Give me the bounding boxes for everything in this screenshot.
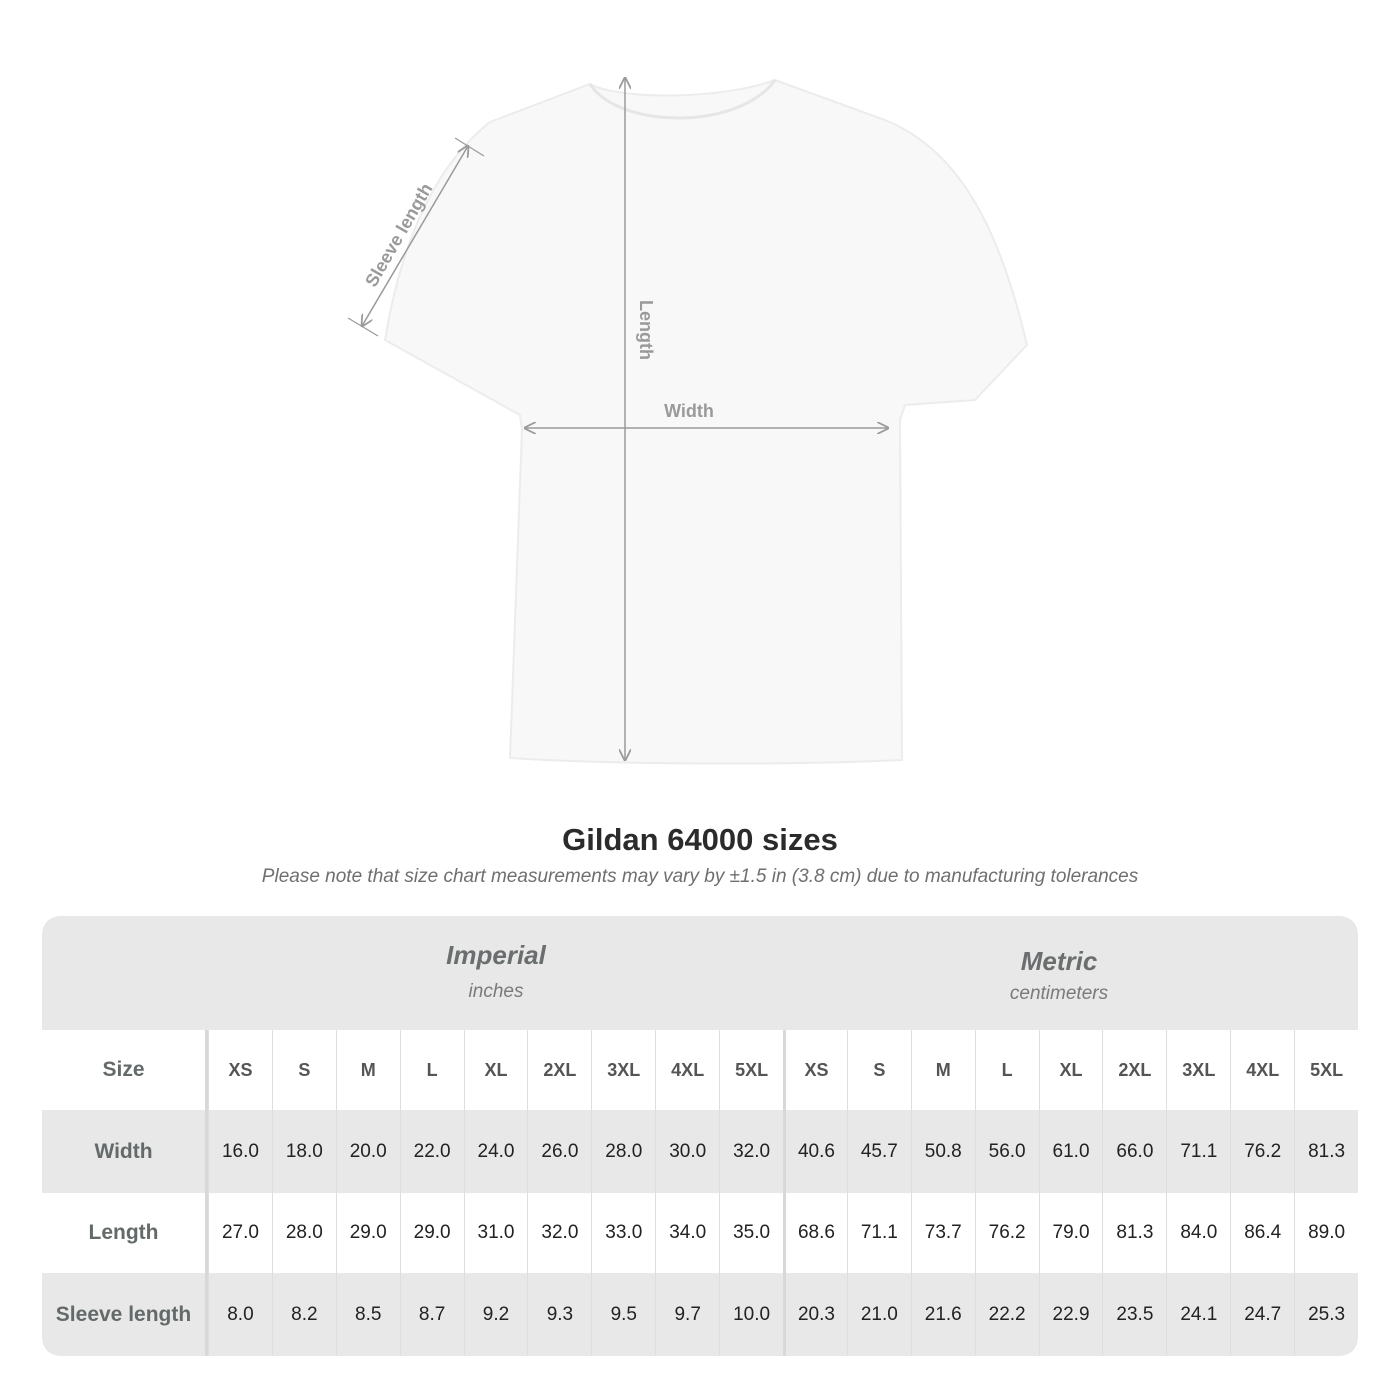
metric-value-cell: 84.0 <box>1166 1193 1230 1273</box>
imperial-value-cell: 8.7 <box>399 1273 464 1356</box>
size-header-cell: XS <box>783 1030 847 1110</box>
metric-title: Metric <box>1020 946 1098 976</box>
imperial-value-cell: 9.2 <box>463 1273 528 1356</box>
imperial-value-cell: 28.0 <box>271 1193 336 1273</box>
table-row: Length 27.0 28.0 29.0 29.0 31.0 32.0 33.0 34.0 35… <box>42 1193 1358 1273</box>
size-header-cell: 5XL <box>719 1030 783 1110</box>
imperial-value-cell: 18.0 <box>271 1110 336 1193</box>
metric-value-cell: 61.0 <box>1038 1110 1103 1193</box>
size-header-cell: M <box>335 1030 400 1110</box>
imperial-title: Imperial <box>446 940 546 970</box>
imperial-value-cell: 8.2 <box>271 1273 336 1356</box>
imperial-value-cell: 9.7 <box>655 1273 719 1356</box>
metric-value-cell: 20.3 <box>783 1273 847 1356</box>
metric-value-cell: 73.7 <box>910 1193 975 1273</box>
sleeve-tick <box>347 317 379 337</box>
imperial-value-cell: 22.0 <box>399 1110 464 1193</box>
table-header-band <box>42 916 1358 1030</box>
size-header-cell: 5XL <box>1294 1030 1358 1110</box>
length-label: Length <box>636 300 656 360</box>
metric-value-cell: 24.7 <box>1230 1273 1294 1356</box>
row-label: Size <box>42 1030 208 1110</box>
imperial-value-cell: 10.0 <box>719 1273 783 1356</box>
imperial-value-cell: 30.0 <box>655 1110 719 1193</box>
size-header-cell: 2XL <box>1102 1030 1166 1110</box>
metric-header: Metric centimeters <box>784 946 1334 1005</box>
metric-value-cell: 21.6 <box>910 1273 975 1356</box>
metric-value-cell: 71.1 <box>846 1193 911 1273</box>
size-table: Imperial inches Metric centimeters Size X… <box>42 916 1358 1356</box>
row-label: Sleeve length <box>42 1273 208 1356</box>
imperial-value-cell: 8.5 <box>335 1273 400 1356</box>
chart-title: Gildan 64000 sizes <box>562 822 838 857</box>
size-header-cell: 3XL <box>1166 1030 1230 1110</box>
size-header-cell: M <box>910 1030 975 1110</box>
metric-value-cell: 66.0 <box>1102 1110 1166 1193</box>
imperial-value-cell: 9.3 <box>527 1273 591 1356</box>
table-row: Sleeve length 8.0 8.2 8.5 8.7 9.2 9.3 9.5 9.7 10.… <box>42 1273 1358 1356</box>
metric-value-cell: 81.3 <box>1102 1193 1166 1273</box>
imperial-unit: inches <box>468 981 524 1002</box>
imperial-value-cell: 34.0 <box>655 1193 719 1273</box>
metric-unit: centimeters <box>1009 983 1109 1004</box>
width-label: Width <box>664 401 714 421</box>
imperial-value-cell: 8.0 <box>208 1273 272 1356</box>
size-header-cell: 4XL <box>1230 1030 1294 1110</box>
metric-value-cell: 22.9 <box>1038 1273 1103 1356</box>
imperial-value-cell: 32.0 <box>719 1110 783 1193</box>
metric-value-cell: 68.6 <box>783 1193 847 1273</box>
metric-value-cell: 79.0 <box>1038 1193 1103 1273</box>
metric-value-cell: 24.1 <box>1166 1273 1230 1356</box>
row-label: Length <box>42 1193 208 1273</box>
imperial-value-cell: 35.0 <box>719 1193 783 1273</box>
imperial-value-cell: 9.5 <box>591 1273 655 1356</box>
imperial-value-cell: 16.0 <box>208 1110 272 1193</box>
imperial-value-cell: 32.0 <box>527 1193 591 1273</box>
tshirt-diagram: Sleeve length Length Width <box>347 0 1029 765</box>
metric-value-cell: 40.6 <box>783 1110 847 1193</box>
metric-value-cell: 76.2 <box>1230 1110 1294 1193</box>
metric-value-cell: 21.0 <box>846 1273 911 1356</box>
size-header-cell: 4XL <box>655 1030 719 1110</box>
metric-value-cell: 56.0 <box>974 1110 1039 1193</box>
imperial-value-cell: 24.0 <box>463 1110 528 1193</box>
metric-value-cell: 45.7 <box>846 1110 911 1193</box>
size-header-cell: S <box>271 1030 336 1110</box>
metric-value-cell: 23.5 <box>1102 1273 1166 1356</box>
imperial-value-cell: 26.0 <box>527 1110 591 1193</box>
metric-value-cell: 50.8 <box>910 1110 975 1193</box>
metric-value-cell: 71.1 <box>1166 1110 1230 1193</box>
sleeve-tick <box>454 137 485 157</box>
imperial-value-cell: 29.0 <box>335 1193 400 1273</box>
size-header-cell: L <box>974 1030 1039 1110</box>
size-header-cell: L <box>399 1030 464 1110</box>
size-header-cell: XS <box>208 1030 272 1110</box>
metric-value-cell: 25.3 <box>1294 1273 1358 1356</box>
imperial-value-cell: 29.0 <box>399 1193 464 1273</box>
imperial-value-cell: 27.0 <box>208 1193 272 1273</box>
size-header-cell: XL <box>1038 1030 1103 1110</box>
size-header-cell: 3XL <box>591 1030 655 1110</box>
metric-value-cell: 81.3 <box>1294 1110 1358 1193</box>
size-header-row: Size XS S M L XL 2XL 3XL 4XL 5XL XS S M L XL 2XL 3XL 4XL 5… <box>42 1030 1358 1110</box>
size-header-cell: S <box>846 1030 911 1110</box>
table-row: Width 16.0 18.0 20.0 22.0 24.0 26.0 28.0 30.0 32.… <box>42 1110 1358 1193</box>
metric-value-cell: 76.2 <box>974 1193 1039 1273</box>
size-header-cell: XL <box>463 1030 528 1110</box>
imperial-header: Imperial inches <box>208 940 784 1003</box>
imperial-value-cell: 20.0 <box>335 1110 400 1193</box>
tshirt-collar <box>588 79 777 120</box>
imperial-value-cell: 33.0 <box>591 1193 655 1273</box>
imperial-value-cell: 28.0 <box>591 1110 655 1193</box>
tolerance-note: Please note that size chart measurements… <box>261 866 1139 887</box>
metric-value-cell: 89.0 <box>1294 1193 1358 1273</box>
tshirt-body <box>383 78 1029 765</box>
metric-value-cell: 86.4 <box>1230 1193 1294 1273</box>
row-label: Width <box>42 1110 208 1193</box>
size-header-cell: 2XL <box>527 1030 591 1110</box>
sleeve-arrow <box>362 146 468 326</box>
imperial-value-cell: 31.0 <box>463 1193 528 1273</box>
metric-value-cell: 22.2 <box>974 1273 1039 1356</box>
